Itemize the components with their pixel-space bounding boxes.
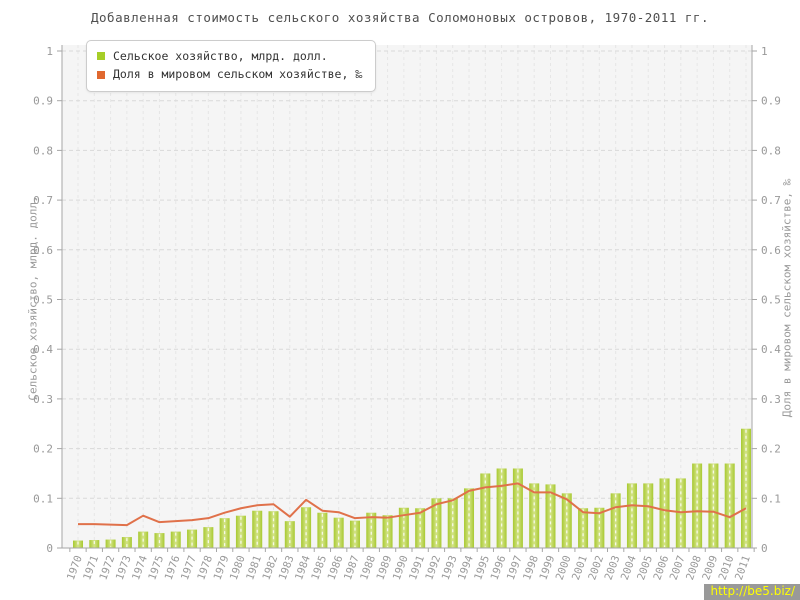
bar-1982 bbox=[268, 511, 279, 548]
svg-text:0.9: 0.9 bbox=[761, 95, 781, 108]
bar-1981 bbox=[252, 510, 263, 548]
watermark-link[interactable]: http://be5.biz/ bbox=[704, 584, 800, 600]
x-axis-labels: 1970197119721973197419751976197719781979… bbox=[65, 554, 753, 582]
legend-swatch-world-share-icon bbox=[97, 70, 105, 79]
bar-1980 bbox=[235, 515, 246, 548]
svg-text:0: 0 bbox=[761, 542, 768, 555]
legend-item-world-share[interactable]: Доля в мировом сельском хозяйстве, ‰ bbox=[97, 65, 362, 83]
svg-text:0: 0 bbox=[46, 542, 53, 555]
svg-text:0.9: 0.9 bbox=[33, 95, 53, 108]
bar-1973 bbox=[121, 537, 132, 548]
bar-1972 bbox=[105, 539, 116, 548]
svg-text:0.3: 0.3 bbox=[33, 393, 53, 406]
svg-text:1: 1 bbox=[46, 45, 53, 58]
svg-text:0.5: 0.5 bbox=[761, 294, 781, 307]
legend-swatch-agriculture-icon bbox=[97, 52, 105, 61]
legend: Сельское хозяйство, млрд. долл. Доля в м… bbox=[86, 40, 377, 92]
bar-2006 bbox=[659, 478, 670, 548]
svg-text:0.1: 0.1 bbox=[33, 492, 53, 505]
svg-text:0.1: 0.1 bbox=[761, 492, 781, 505]
svg-text:0.8: 0.8 bbox=[761, 144, 781, 157]
axes bbox=[57, 45, 757, 552]
world-share-line bbox=[78, 482, 747, 527]
bar-2009 bbox=[708, 463, 719, 548]
bar-1985 bbox=[317, 512, 328, 548]
svg-text:0.6: 0.6 bbox=[33, 244, 53, 257]
bar-2008 bbox=[692, 463, 703, 548]
bar-1993 bbox=[447, 498, 458, 548]
svg-text:0.4: 0.4 bbox=[33, 343, 53, 356]
bar-2011 bbox=[741, 428, 751, 548]
svg-text:0.6: 0.6 bbox=[761, 244, 781, 257]
bar-1989 bbox=[382, 515, 393, 548]
y-axis-labels: 0 0 0.1 0.1 0.2 0.2 0.3 0.3 0.4 0.4 0.5 0.5 0.6 0.6 0.… bbox=[33, 45, 781, 555]
bar-1978 bbox=[203, 527, 214, 548]
svg-text:0.5: 0.5 bbox=[33, 294, 53, 307]
svg-text:0.4: 0.4 bbox=[761, 343, 781, 356]
legend-label-world-share: Доля в мировом сельском хозяйстве, ‰ bbox=[113, 67, 363, 82]
legend-label-agriculture: Сельское хозяйство, млрд. долл. bbox=[113, 49, 328, 63]
svg-text:0.7: 0.7 bbox=[761, 194, 781, 207]
svg-text:0.3: 0.3 bbox=[761, 393, 781, 406]
chart-title: Добавленная стоимость сельского хозяйств… bbox=[91, 10, 709, 25]
plot-area bbox=[62, 45, 752, 548]
svg-text:1: 1 bbox=[761, 45, 768, 58]
svg-text:0.8: 0.8 bbox=[33, 144, 53, 157]
svg-text:0.7: 0.7 bbox=[33, 194, 53, 207]
legend-item-agriculture[interactable]: Сельское хозяйство, млрд. долл. bbox=[97, 47, 362, 65]
horizontal-gridlines bbox=[62, 50, 752, 499]
bar-2010 bbox=[724, 463, 735, 548]
left-axis-title: Сельское хозяйство, млрд. долл. bbox=[26, 195, 40, 401]
svg-text:0.2: 0.2 bbox=[761, 443, 781, 456]
bar-1994 bbox=[464, 488, 475, 548]
svg-text:0.2: 0.2 bbox=[33, 443, 53, 456]
right-axis-title: Доля в мировом сельском хозяйстве, ‰ bbox=[780, 178, 794, 418]
bar-1992 bbox=[431, 498, 442, 548]
bar-1988 bbox=[366, 512, 377, 548]
